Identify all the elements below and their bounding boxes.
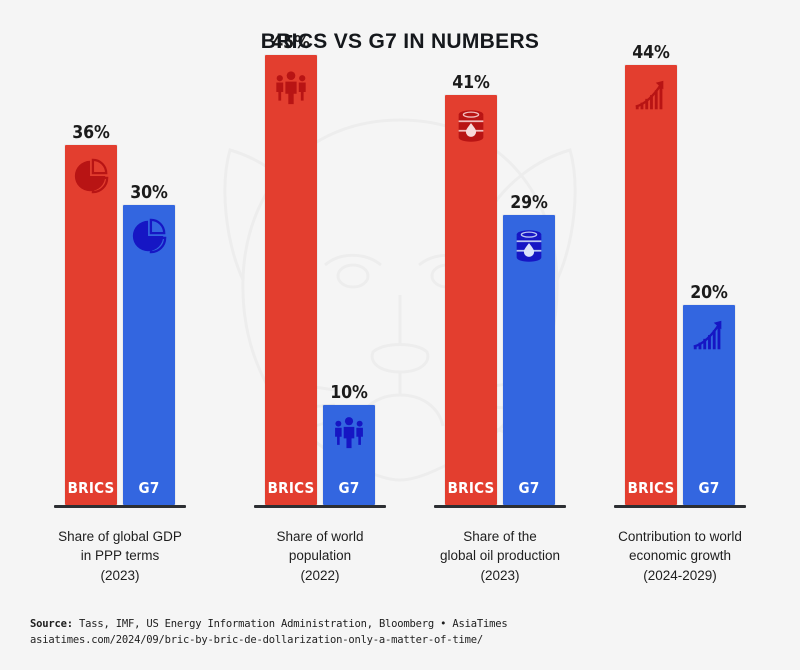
caption-year: (2024-2029)	[643, 568, 717, 583]
bar-brics[interactable]: BRICS	[445, 95, 497, 505]
bar-value-brics: 41%	[452, 72, 490, 93]
bar-wrap-brics: 44%	[625, 42, 677, 505]
bar-pair: 44%	[592, 5, 768, 505]
group-baseline	[254, 505, 386, 508]
bar-group-oil: 41% BRICS	[412, 0, 588, 595]
bar-label-brics: BRICS	[447, 479, 495, 497]
pie-chart-icon	[74, 158, 109, 194]
bar-wrap-brics: 45% BRICS	[265, 32, 317, 505]
caption-line-2: economic growth	[628, 548, 732, 563]
bar-brics[interactable]: BRICS	[65, 145, 117, 505]
growth-chart-icon	[635, 80, 664, 110]
caption-line-1: Share of world	[276, 529, 364, 544]
bar-wrap-g7: 30% G7	[123, 182, 175, 505]
bar-g7[interactable]: G7	[123, 205, 175, 505]
bar-group-gdp: 36% BRICS 30%	[32, 0, 208, 595]
bar-wrap-brics: 41% BRICS	[445, 72, 497, 505]
people-group-icon	[335, 417, 363, 449]
bar-value-brics: 36%	[72, 122, 110, 143]
bar-brics[interactable]: BRICS	[625, 65, 677, 505]
bar-wrap-g7: 10% G7	[323, 382, 375, 505]
group-baseline	[614, 505, 746, 508]
caption-line-2: global oil production	[439, 548, 561, 563]
bar-label-g7: G7	[138, 479, 160, 497]
caption-year: (2023)	[480, 568, 520, 583]
growth-chart-icon	[693, 320, 722, 350]
bar-value-g7: 29%	[510, 192, 548, 213]
bar-group-population: 45% BRICS	[232, 0, 408, 595]
caption-year: (2023)	[100, 568, 140, 583]
bar-g7[interactable]: G7	[683, 305, 735, 505]
group-caption: Share of world population (2022)	[220, 527, 420, 585]
bar-value-brics: 45%	[272, 32, 310, 53]
bar-group-growth: 44%	[592, 0, 768, 595]
source-label: Source:	[30, 618, 73, 630]
source-footer: Source: Tass, IMF, US Energy Information…	[30, 616, 508, 648]
people-group-icon	[276, 71, 306, 105]
bar-pair: 45% BRICS	[232, 5, 408, 505]
group-caption: Share of the global oil production (2023…	[400, 527, 600, 585]
source-text: Tass, IMF, US Energy Information Adminis…	[78, 618, 508, 630]
group-caption: Contribution to world economic growth (2…	[580, 527, 780, 585]
bar-label-brics: BRICS	[267, 479, 315, 497]
bar-pair: 36% BRICS 30%	[32, 5, 208, 505]
bar-label-g7: G7	[518, 479, 540, 497]
bar-brics[interactable]: BRICS	[265, 55, 317, 505]
bar-wrap-g7: 29% G7	[503, 192, 555, 505]
bar-g7[interactable]: G7	[503, 215, 555, 505]
group-baseline	[434, 505, 566, 508]
caption-line-1: Contribution to world	[618, 529, 742, 544]
bar-value-brics: 44%	[632, 42, 670, 63]
bar-label-g7: G7	[698, 479, 720, 497]
oil-barrel-icon	[516, 230, 542, 262]
bar-pair: 41% BRICS	[412, 5, 588, 505]
group-caption: Share of global GDP in PPP terms (2023)	[20, 527, 220, 585]
group-baseline	[54, 505, 186, 508]
bar-value-g7: 30%	[130, 182, 168, 203]
bar-value-g7: 20%	[690, 282, 728, 303]
bar-wrap-brics: 36% BRICS	[65, 122, 117, 505]
bar-wrap-g7: 20%	[683, 282, 735, 505]
source-url[interactable]: asiatimes.com/2024/09/bric-by-bric-de-do…	[30, 634, 483, 646]
caption-line-2: in PPP terms	[80, 548, 160, 563]
caption-line-1: Share of the	[463, 529, 537, 544]
chart-plot-area: 36% BRICS 30%	[32, 0, 768, 595]
bar-value-g7: 10%	[330, 382, 368, 403]
bar-label-brics: BRICS	[627, 479, 675, 497]
bar-label-brics: BRICS	[67, 479, 115, 497]
caption-year: (2022)	[300, 568, 340, 583]
page-title: BRICS VS G7 IN NUMBERS	[260, 30, 540, 53]
pie-chart-icon	[132, 218, 167, 254]
bar-g7[interactable]: G7	[323, 405, 375, 505]
oil-barrel-icon	[458, 110, 484, 142]
caption-line-2: population	[288, 548, 352, 563]
bar-label-g7: G7	[338, 479, 360, 497]
caption-line-1: Share of global GDP	[58, 529, 182, 544]
